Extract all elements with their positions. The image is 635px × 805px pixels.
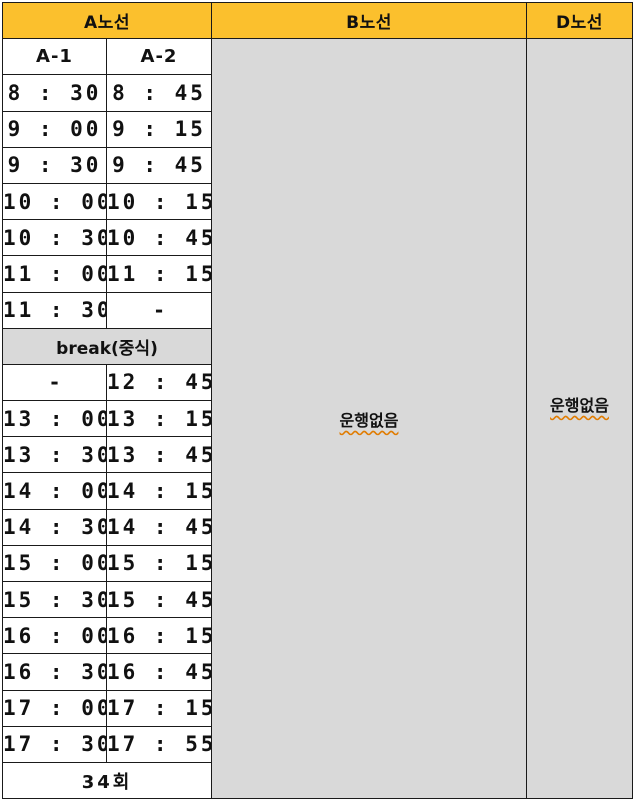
a2-time-cell: 16 : 15 xyxy=(106,617,212,655)
a2-time-cell: 9 : 45 xyxy=(106,146,212,184)
a1-time-cell: 16 : 00 xyxy=(2,617,107,655)
route-d-status: 운행없음 xyxy=(550,395,609,415)
a1-time-cell: 11 : 00 xyxy=(2,255,107,293)
a2-time-cell: - xyxy=(106,291,212,329)
time-row: 16 : 00 16 : 15 xyxy=(2,617,633,655)
sub-header-row: A-1 A-2 운행없음 운행없음 xyxy=(2,38,633,800)
a2-time-cell: 10 : 45 xyxy=(106,219,212,257)
a2-time-cell: 9 : 15 xyxy=(106,110,212,148)
total-row: 34회 xyxy=(2,761,633,800)
a1-time-cell: 13 : 00 xyxy=(2,400,107,438)
a1-time-cell: 9 : 00 xyxy=(2,110,107,148)
time-row: -12 : 45 xyxy=(2,363,633,402)
a2-time-cell: 14 : 15 xyxy=(106,472,212,510)
time-row: 17 : 00 17 : 15 xyxy=(2,689,633,727)
a2-time-cell: 16 : 45 xyxy=(106,653,212,691)
a2-time-cell: 15 : 45 xyxy=(106,580,212,619)
time-row: 15 : 00 15 : 15 xyxy=(2,544,633,583)
time-row: 14 : 30 14 : 45 xyxy=(2,508,633,546)
a2-time-cell: 8 : 45 xyxy=(106,74,212,112)
a1-time-cell: 17 : 00 xyxy=(2,689,107,727)
time-row: 13 : 30 13 : 45 xyxy=(2,436,633,474)
a1-time-cell: 10 : 30 xyxy=(2,219,107,257)
a1-header: A-1 xyxy=(2,38,107,76)
time-row: 8 : 30 8 : 45 xyxy=(2,74,633,112)
time-row: 16 : 30 16 : 45 xyxy=(2,653,633,691)
a2-time-cell: 12 : 45 xyxy=(106,363,212,402)
a2-time-cell: 13 : 15 xyxy=(106,400,212,438)
time-row: 9 : 30 9 : 45 xyxy=(2,146,633,184)
a1-time-cell: 14 : 00 xyxy=(2,472,107,510)
a1-time-cell: 11 : 30 xyxy=(2,291,107,329)
time-row: 17 : 30 17 : 55 xyxy=(2,725,633,763)
total-runs-label: 34회 xyxy=(2,761,212,800)
a1-time-cell: 10 : 00 xyxy=(2,182,107,221)
a2-time-cell: 15 : 15 xyxy=(106,544,212,583)
a1-time-cell: 15 : 00 xyxy=(2,544,107,583)
a1-time-cell: 17 : 30 xyxy=(2,725,107,763)
break-row: break(중식) xyxy=(2,327,633,365)
lunch-break-label: break(중식) xyxy=(2,327,212,365)
a2-time-cell: 13 : 45 xyxy=(106,436,212,474)
a1-time-cell: 8 : 30 xyxy=(2,74,107,112)
time-row: 11 : 00 11 : 15 xyxy=(2,255,633,293)
a2-time-cell: 17 : 55 xyxy=(106,725,212,763)
a2-header: A-2 xyxy=(106,38,212,76)
route-header-row: A노선 B노선 D노선 xyxy=(2,1,633,40)
route-b-no-service: 운행없음 xyxy=(211,38,527,800)
time-row: 11 : 30- xyxy=(2,291,633,329)
a1-time-cell: 15 : 30 xyxy=(2,580,107,619)
time-row: 9 : 00 9 : 15 xyxy=(2,110,633,148)
time-row: 10 : 00 10 : 15 xyxy=(2,182,633,221)
a1-time-cell: 14 : 30 xyxy=(2,508,107,546)
time-row: 15 : 30 15 : 45 xyxy=(2,580,633,619)
route-a-header: A노선 xyxy=(2,1,212,40)
a1-time-cell: - xyxy=(2,363,107,402)
route-d-header: D노선 xyxy=(526,1,633,40)
time-row: 10 : 30 10 : 45 xyxy=(2,219,633,257)
route-b-header: B노선 xyxy=(211,1,527,40)
time-row: 14 : 00 14 : 15 xyxy=(2,472,633,510)
a2-time-cell: 14 : 45 xyxy=(106,508,212,546)
route-b-status: 운행없음 xyxy=(339,410,399,430)
a2-time-cell: 17 : 15 xyxy=(106,689,212,727)
a2-time-cell: 10 : 15 xyxy=(106,182,212,221)
route-d-no-service: 운행없음 xyxy=(526,38,633,800)
a1-time-cell: 9 : 30 xyxy=(2,146,107,184)
a1-time-cell: 16 : 30 xyxy=(2,653,107,691)
a1-time-cell: 13 : 30 xyxy=(2,436,107,474)
a2-time-cell: 11 : 15 xyxy=(106,255,212,293)
